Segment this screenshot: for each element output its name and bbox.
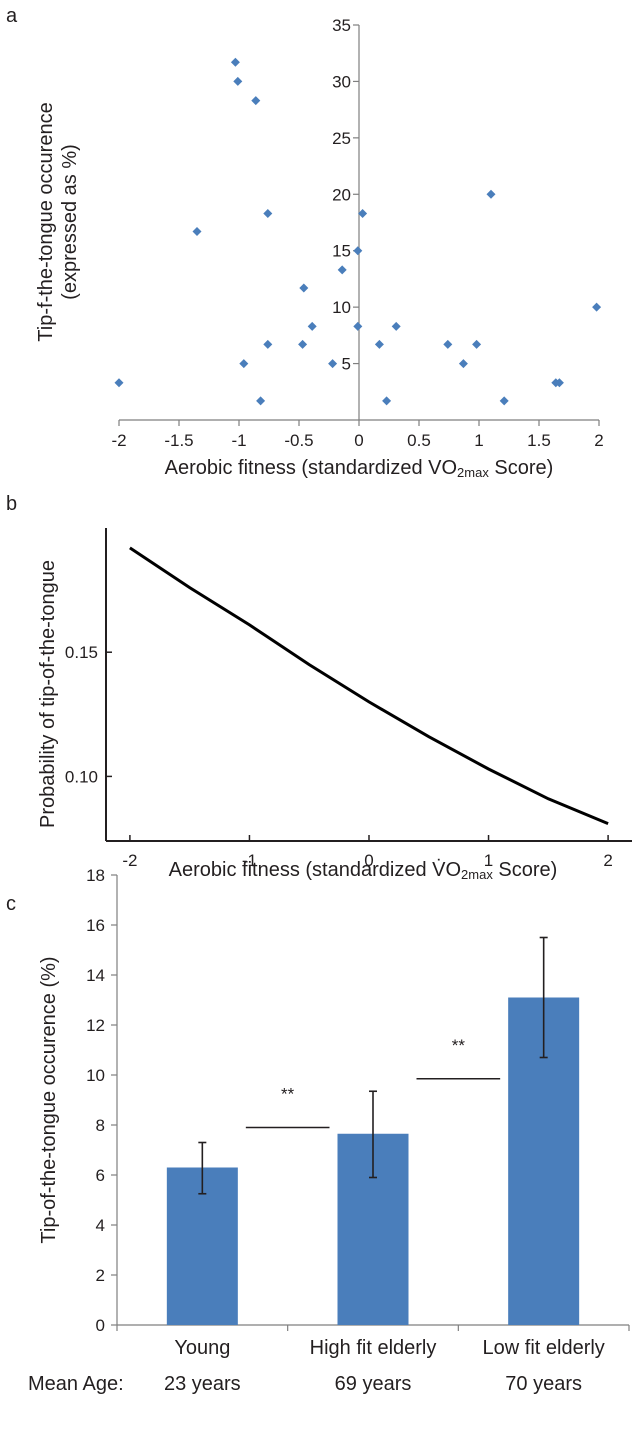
panel-c-category-label: Young (174, 1337, 230, 1359)
panel-a-data-point (472, 339, 482, 349)
panel-c-y-tick-label: 18 (86, 866, 105, 885)
panel-c-label: c (6, 893, 16, 915)
panel-c-y-tick-label: 12 (86, 1016, 105, 1035)
panel-a-x-title: Aerobic fitness (standardized VO2max Sco… (165, 457, 554, 480)
panel-b-x-ticks: -2 -1 0 1 2 (122, 835, 613, 870)
panel-a-y-tick-label: 35 (332, 16, 351, 35)
panel-a-data-point (374, 339, 384, 349)
panel-a-data-point (592, 302, 602, 312)
panel-a-y-tick-label: 20 (332, 185, 351, 204)
panel-c-category-label: High fit elderly (310, 1337, 437, 1359)
panel-a-data-point (192, 227, 202, 237)
panel-c-mean-age-label: Mean Age: (28, 1373, 124, 1395)
panel-a-data-point (458, 359, 468, 369)
panel-a-data-point (554, 378, 564, 388)
panel-a-data-point (486, 189, 496, 199)
panel-a-x-tick-label: -0.5 (284, 431, 313, 450)
panel-a-data-point (233, 76, 243, 86)
panel-c-mean-age-value: 69 years (335, 1373, 412, 1395)
panel-a-data-point (337, 265, 347, 275)
panel-b-x-tick-label: 0 (364, 851, 373, 870)
panel-b-y-tick-label: 0.15 (65, 643, 98, 662)
panel-b-y-tick-label: 0.10 (65, 767, 98, 786)
panel-a-data-point (256, 396, 266, 406)
panel-c-y-tick-label: 0 (96, 1316, 105, 1335)
panel-a-data-point (499, 396, 509, 406)
panel-a-points (114, 57, 602, 406)
panel-b-label: b (6, 493, 17, 515)
panel-a-scatter: a -2 -1.5 -1 -0.5 0 0.5 1 1.5 2 5 10 15 20 25 30 35 Ae… (6, 5, 604, 480)
panel-b-y-title: Probability of tip-of-the-tongue (37, 560, 59, 828)
panel-a-x-tick-label: -1.5 (164, 431, 193, 450)
panel-b-x-tick-label: -2 (122, 851, 137, 870)
panel-a-y-tick-label: 15 (332, 242, 351, 261)
panel-c-y-tick-label: 4 (96, 1216, 105, 1235)
panel-b-x-tick-label: 1 (484, 851, 493, 870)
panel-b-x-tick-label: 2 (603, 851, 612, 870)
panel-c-category-labels: Young 23 years High fit elderly 69 years Low… (164, 1337, 605, 1395)
panel-c-mean-age-value: 70 years (505, 1373, 582, 1395)
panel-a-data-point (298, 339, 308, 349)
panel-a-data-point (443, 339, 453, 349)
panel-c-y-tick-label: 2 (96, 1266, 105, 1285)
panel-a-y-ticks: 5 10 15 20 25 30 35 (332, 16, 359, 374)
panel-a-y-tick-label: 30 (332, 72, 351, 91)
panel-c-bars (166, 936, 580, 1325)
panel-a-y-title-line1: Tip-f-the-tongue occurence (35, 102, 57, 341)
panel-c-significance: ** ** (245, 1036, 501, 1129)
panel-c-y-tick-label: 8 (96, 1116, 105, 1135)
panel-a-x-tick-label: 1.5 (527, 431, 551, 450)
panel-a-x-tick-label: -1 (231, 431, 246, 450)
panel-a-y-title-line2: (expressed as %) (59, 144, 81, 300)
panel-a-y-tick-label: 10 (332, 298, 351, 317)
panel-a-data-point (328, 359, 338, 369)
panel-a-x-tick-label: 0.5 (407, 431, 431, 450)
panel-c-y-ticks: 0 2 4 6 8 10 12 14 16 18 (86, 866, 117, 1335)
panel-a-x-tick-label: -2 (111, 431, 126, 450)
panel-a-data-point (382, 396, 392, 406)
panel-a-data-point (353, 321, 363, 331)
panel-a-data-point (114, 378, 124, 388)
panel-c-significance-stars: ** (281, 1085, 295, 1104)
panel-a-label: a (6, 5, 18, 27)
panel-a-data-point (251, 96, 261, 106)
panel-b-x-title: Aerobic fitness (standardized V̇O2max Sc… (169, 859, 558, 882)
panel-a-x-ticks: -2 -1.5 -1 -0.5 0 0.5 1 1.5 2 (111, 420, 604, 450)
panel-a-data-point (263, 339, 273, 349)
panel-c-category-label: Low fit elderly (483, 1337, 605, 1359)
panel-c-y-tick-label: 16 (86, 916, 105, 935)
panel-a-data-point (239, 359, 249, 369)
panel-a-data-point (263, 208, 273, 218)
panel-a-y-tick-label: 5 (342, 355, 351, 374)
panel-a-data-point (307, 321, 317, 331)
panel-c-mean-age-value: 23 years (164, 1373, 241, 1395)
panel-a-data-point (358, 208, 368, 218)
panel-a-data-point (230, 57, 240, 67)
panel-c-x-ticks (116, 1325, 630, 1331)
panel-a-y-tick-label: 25 (332, 129, 351, 148)
panel-c-significance-stars: ** (452, 1036, 466, 1055)
panel-a-x-tick-label: 0 (354, 431, 363, 450)
panel-c-y-tick-label: 10 (86, 1066, 105, 1085)
panel-b-line: b -2 -1 0 1 2 0.10 0.15 Aerobic fitness (stan… (6, 493, 632, 882)
panel-c-bar: c 0 2 4 6 8 10 12 14 16 18 ** ** Young 23 years High… (6, 866, 630, 1395)
panel-b-y-ticks: 0.10 0.15 (65, 643, 112, 786)
panel-c-y-title: Tip-of-the-tongue occurence (%) (38, 956, 60, 1243)
panel-a-x-tick-label: 2 (594, 431, 603, 450)
panel-b-series-line (129, 546, 609, 825)
panel-c-y-tick-label: 14 (86, 966, 105, 985)
panel-a-data-point (353, 246, 363, 256)
panel-a-x-tick-label: 1 (474, 431, 483, 450)
panel-b-x-tick-label: -1 (242, 851, 257, 870)
panel-a-data-point (299, 283, 309, 293)
panel-a-data-point (391, 321, 401, 331)
panel-c-y-tick-label: 6 (96, 1166, 105, 1185)
